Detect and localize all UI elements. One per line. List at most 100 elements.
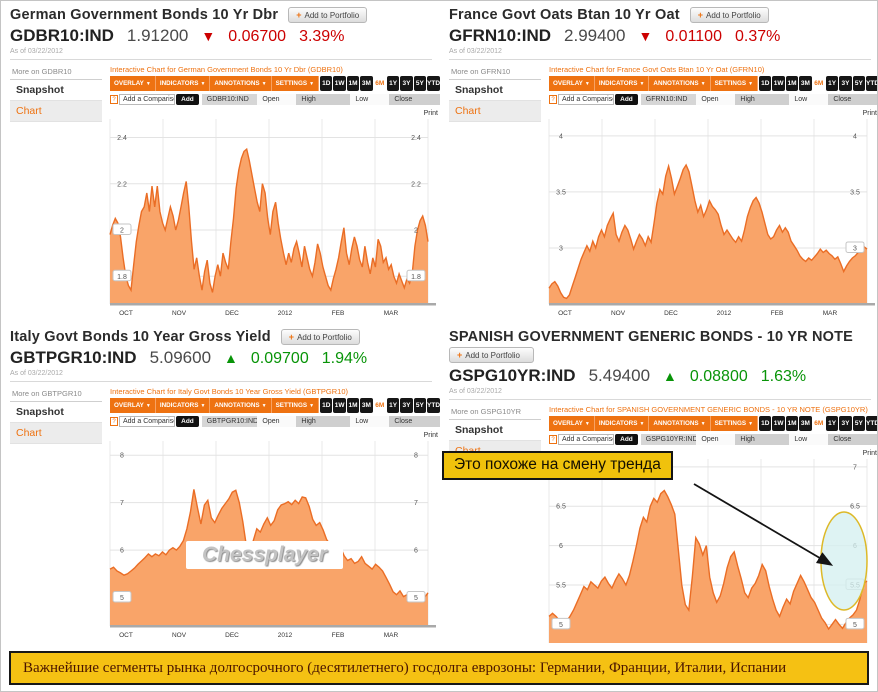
dropdown-settings[interactable]: SETTINGS ▼ [271,76,320,91]
period-button-1m[interactable]: 1M [346,76,360,91]
as-of-date: As of 03/22/2012 [10,370,63,377]
period-button-6m[interactable]: 6M [374,76,386,91]
period-button-3y[interactable]: 3Y [400,398,413,413]
sidebar-item-chart[interactable]: Chart [449,101,541,122]
dropdown-overlay[interactable]: OVERLAY ▼ [549,416,595,431]
dropdown-annotations[interactable]: ANNOTATIONS ▼ [210,76,272,91]
svg-text:2.2: 2.2 [117,181,127,188]
period-button-1w[interactable]: 1W [333,398,346,413]
dropdown-indicators[interactable]: INDICATORS ▼ [594,76,650,91]
print-button[interactable]: Print [862,450,877,457]
arrow-up-icon: ▲ [224,350,238,366]
add-comparison-input[interactable]: Add a Comparison [558,433,615,445]
sidebar-item-chart[interactable]: Chart [10,423,102,444]
add-to-portfolio-button[interactable]: + Add to Portfolio [288,7,368,23]
add-button[interactable]: Add [615,433,638,445]
period-button-3y[interactable]: 3Y [400,76,413,91]
svg-text:6: 6 [559,543,563,550]
period-button-3y[interactable]: 3Y [839,416,852,431]
period-button-5y[interactable]: 5Y [413,398,427,413]
period-button-ytd[interactable]: YTD [866,76,877,91]
period-button-1m[interactable]: 1M [785,416,799,431]
period-button-5y[interactable]: 5Y [852,416,866,431]
low-field: Low [350,93,390,105]
period-button-1m[interactable]: 1M [346,398,360,413]
svg-text:6: 6 [414,548,418,555]
interactive-chart-link[interactable]: Interactive Chart for Italy Govt Bonds 1… [110,387,349,396]
change-percent: 1.63% [760,368,807,385]
add-button[interactable]: Add [176,93,199,105]
period-button-3m[interactable]: 3M [799,416,812,431]
caret-down-icon: ▼ [584,80,590,87]
period-button-ytd[interactable]: YTD [427,76,440,91]
dropdown-indicators[interactable]: INDICATORS ▼ [155,398,211,413]
svg-text:2.2: 2.2 [411,181,421,188]
dropdown-indicators[interactable]: INDICATORS ▼ [155,76,211,91]
dropdown-overlay[interactable]: OVERLAY ▼ [110,76,156,91]
period-button-5y[interactable]: 5Y [852,76,866,91]
period-button-1d[interactable]: 1D [320,76,333,91]
interactive-chart-link[interactable]: Interactive Chart for SPANISH GOVERNMENT… [549,405,868,414]
add-button[interactable]: Add [176,415,199,427]
caret-down-icon: ▼ [261,402,267,409]
period-button-1y[interactable]: 1Y [386,398,400,413]
period-button-1y[interactable]: 1Y [386,76,400,91]
dropdown-settings[interactable]: SETTINGS ▼ [710,416,759,431]
dropdown-settings[interactable]: SETTINGS ▼ [271,398,320,413]
period-button-1d[interactable]: 1D [320,398,333,413]
period-button-1y[interactable]: 1Y [825,416,839,431]
caret-down-icon: ▼ [748,80,754,87]
print-button[interactable]: Print [423,432,438,439]
svg-text:1.8: 1.8 [411,274,421,281]
period-button-5y[interactable]: 5Y [413,76,427,91]
print-button[interactable]: Print [862,110,877,117]
period-button-3y[interactable]: 3Y [839,76,852,91]
period-button-ytd[interactable]: YTD [866,416,877,431]
period-button-6m[interactable]: 6M [813,416,825,431]
add-to-portfolio-button[interactable]: + Add to Portfolio [689,7,769,23]
sidebar-item-snapshot[interactable]: Snapshot [449,80,541,101]
period-button-1d[interactable]: 1D [759,76,772,91]
svg-text:6.5: 6.5 [850,504,860,511]
dropdown-annotations[interactable]: ANNOTATIONS ▼ [649,416,711,431]
period-button-1w[interactable]: 1W [772,76,785,91]
print-button[interactable]: Print [423,110,438,117]
add-comparison-input[interactable]: Add a Comparison [119,415,176,427]
period-button-1y[interactable]: 1Y [825,76,839,91]
dropdown-annotations[interactable]: ANNOTATIONS ▼ [649,76,711,91]
dropdown-overlay[interactable]: OVERLAY ▼ [110,398,156,413]
dropdown-indicators[interactable]: INDICATORS ▼ [594,416,650,431]
more-on-label: More on GFRN10 [449,65,541,80]
period-button-6m[interactable]: 6M [374,398,386,413]
period-button-3m[interactable]: 3M [360,76,373,91]
period-button-3m[interactable]: 3M [360,398,373,413]
add-to-portfolio-button[interactable]: + Add to Portfolio [280,329,360,345]
add-to-portfolio-button[interactable]: + Add to Portfolio [449,347,534,363]
period-button-1d[interactable]: 1D [759,416,772,431]
dropdown-overlay[interactable]: OVERLAY ▼ [549,76,595,91]
period-button-1m[interactable]: 1M [785,76,799,91]
dropdown-annotations[interactable]: ANNOTATIONS ▼ [210,398,272,413]
period-button-6m[interactable]: 6M [813,76,825,91]
add-button[interactable]: Add [615,93,638,105]
interactive-chart-link[interactable]: Interactive Chart for France Govt Oats B… [549,65,765,74]
dropdown-settings[interactable]: SETTINGS ▼ [710,76,759,91]
sidebar-item-snapshot[interactable]: Snapshot [10,80,102,101]
high-field: High [296,415,351,427]
ticker: GDBR10:IND [10,26,114,45]
ticker-chip: GBTPGR10:IND [201,415,258,427]
chart-toolbar: OVERLAY ▼ INDICATORS ▼ ANNOTATIONS ▼ SETTINGS ▼… [110,398,440,413]
add-comparison-input[interactable]: Add a Comparison [119,93,176,105]
sidebar-item-snapshot[interactable]: Snapshot [10,402,102,423]
page-title: Italy Govt Bonds 10 Year Gross Yield [10,329,271,345]
period-button-ytd[interactable]: YTD [427,398,440,413]
sidebar-item-chart[interactable]: Chart [10,101,102,122]
help-icon: ? [549,94,557,104]
svg-text:5: 5 [559,622,563,629]
period-button-3m[interactable]: 3M [799,76,812,91]
add-comparison-input[interactable]: Add a Comparison [558,93,615,105]
interactive-chart-link[interactable]: Interactive Chart for German Government … [110,65,343,74]
period-button-1w[interactable]: 1W [333,76,346,91]
sidebar-item-snapshot[interactable]: Snapshot [449,420,541,441]
period-button-1w[interactable]: 1W [772,416,785,431]
